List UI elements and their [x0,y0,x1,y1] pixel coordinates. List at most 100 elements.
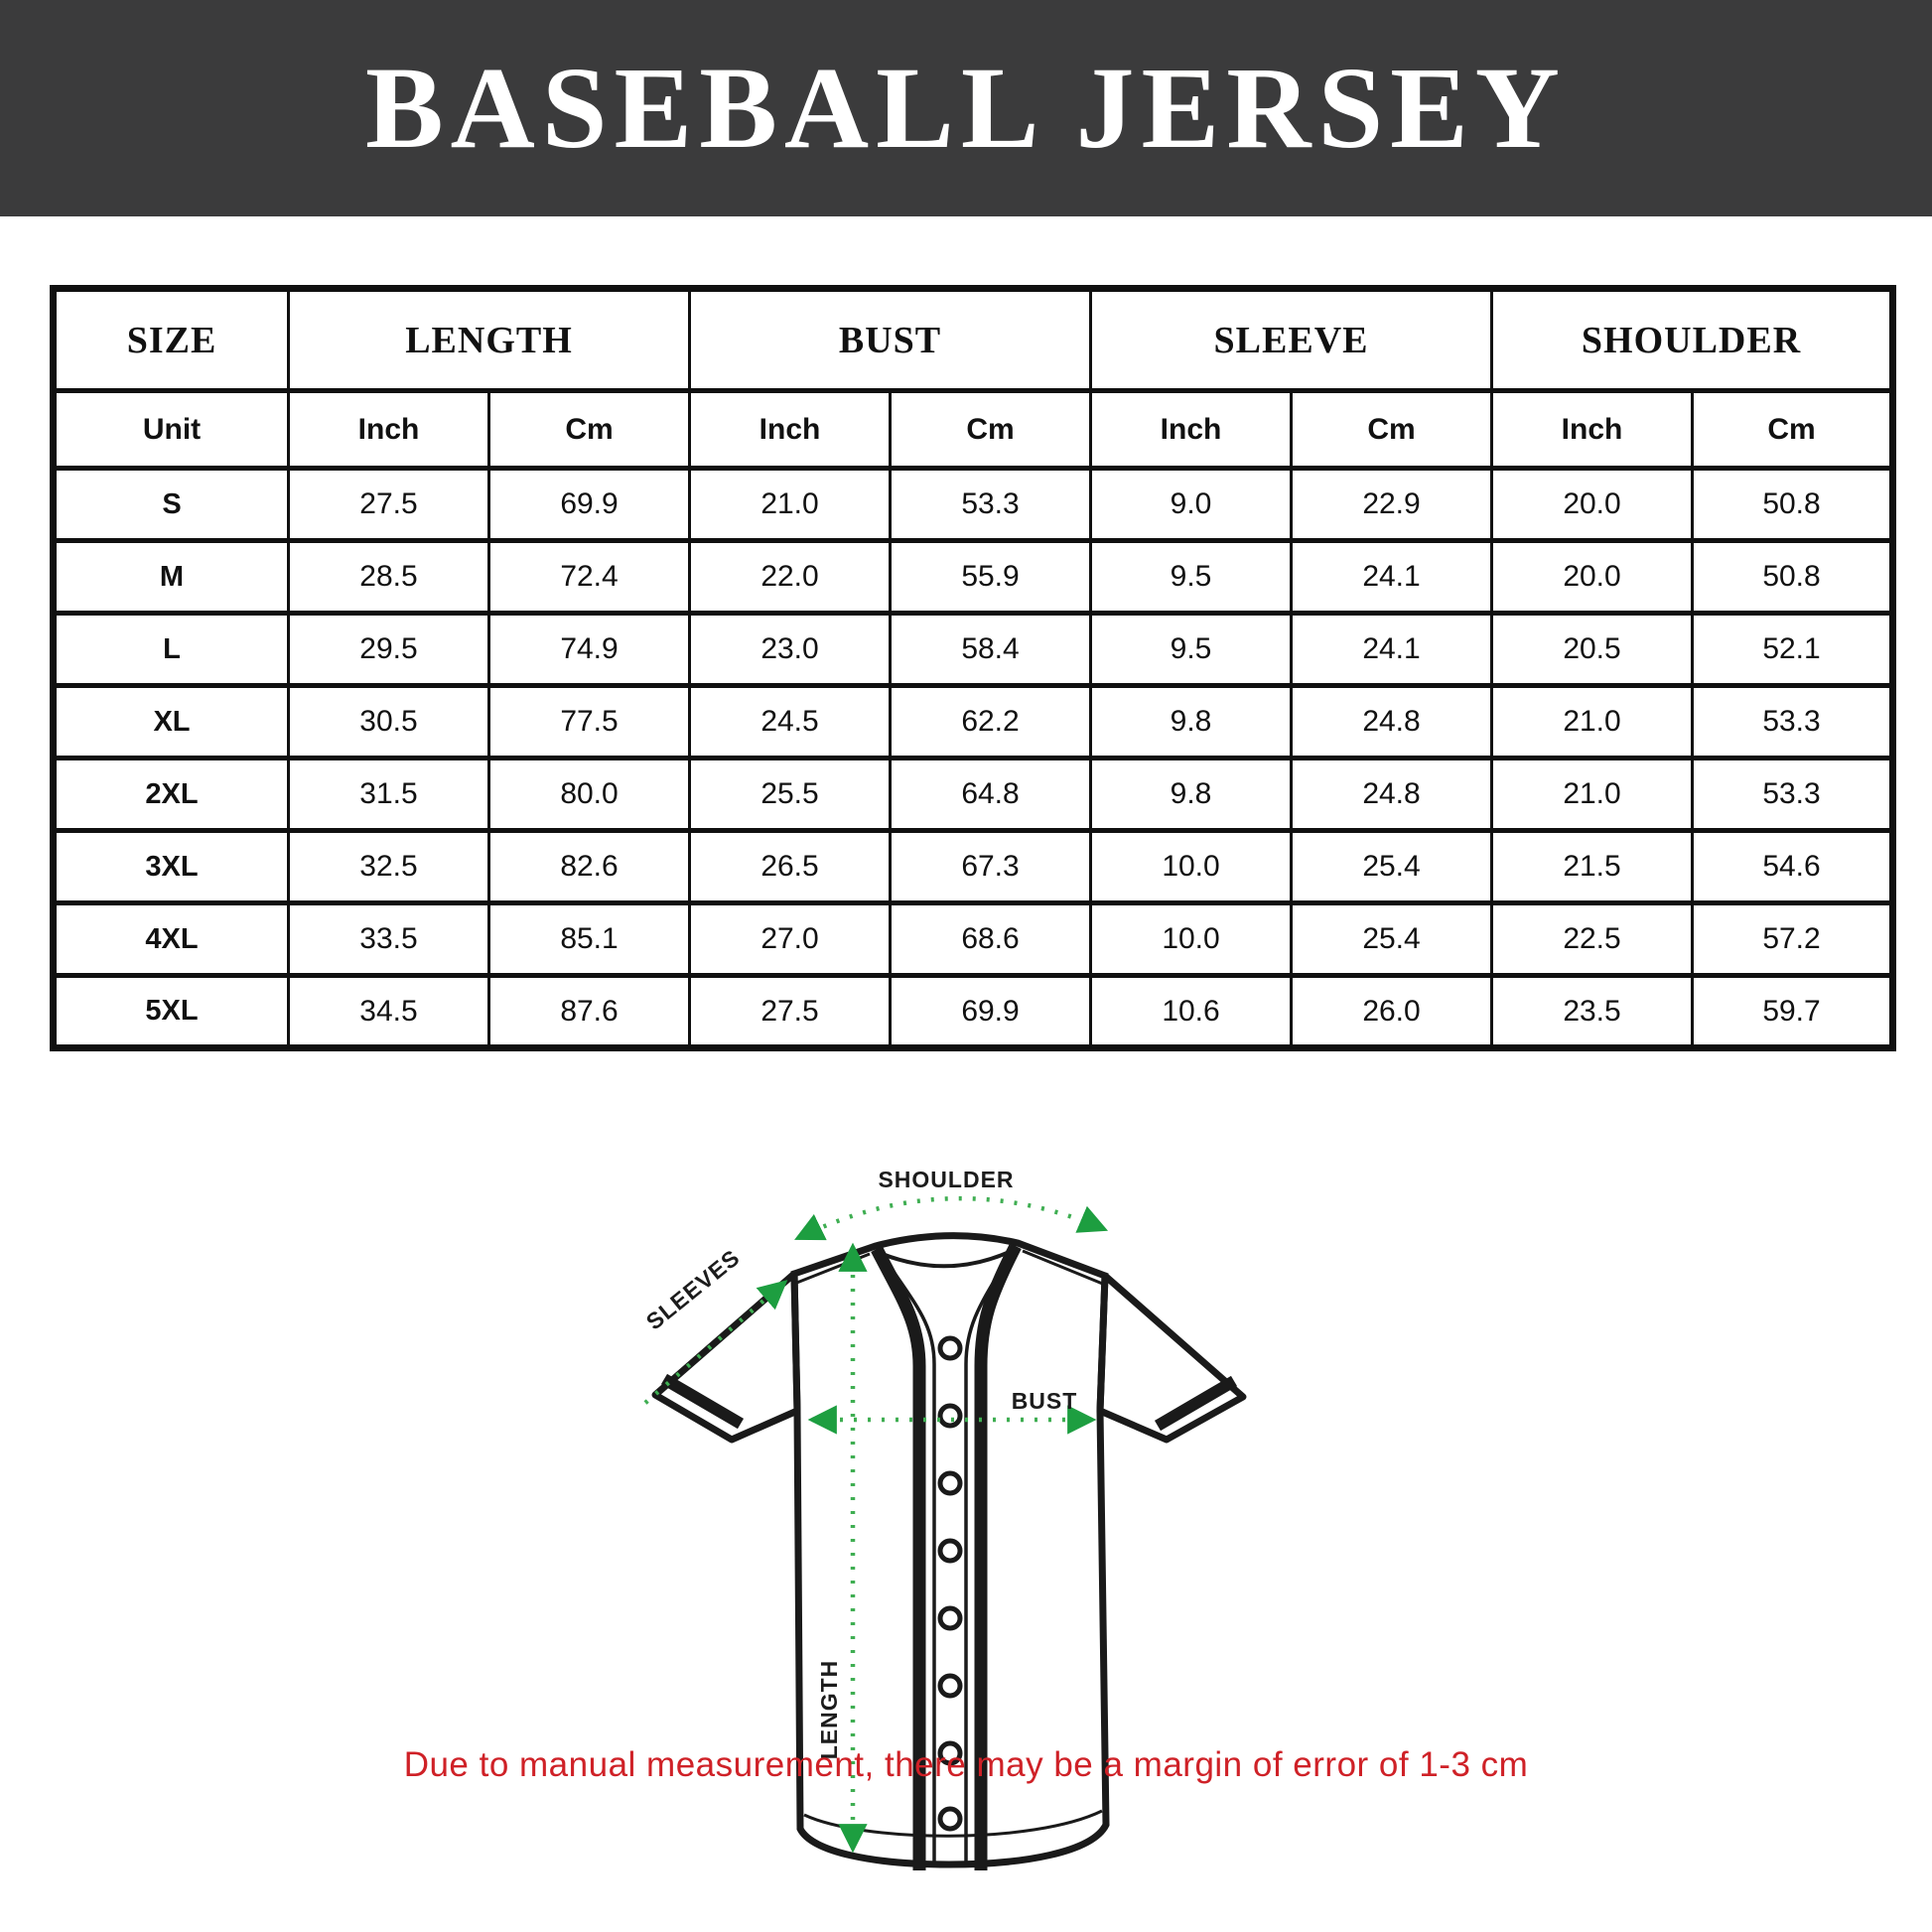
value-cell: 69.9 [889,973,1091,1048]
value-cell: 69.9 [486,466,690,541]
value-cell: 58.4 [889,611,1091,686]
size-cell: S [52,466,289,541]
value-cell: 72.4 [486,538,690,614]
value-cell: 9.8 [1089,683,1292,759]
value-cell: 27.5 [287,466,489,541]
table-row: 5XL 34.5 87.6 27.5 69.9 10.6 26.0 23.5 59.7 [52,973,1893,1048]
size-table-body: SIZE LENGTH BUST SLEEVE SHOULDER Unit In… [52,286,1893,1048]
unit-cell: Cm [1290,388,1492,469]
header-size: SIZE [52,286,289,391]
value-cell: 82.6 [486,828,690,903]
value-cell: 34.5 [287,973,489,1048]
value-cell: 27.5 [688,973,891,1048]
value-cell: 33.5 [287,900,489,976]
value-cell: 29.5 [287,611,489,686]
value-cell: 20.5 [1490,611,1693,686]
unit-cell: Unit [52,388,289,469]
unit-cell: Inch [287,388,489,469]
title-banner: BASEBALL JERSEY [0,0,1932,216]
value-cell: 20.0 [1490,466,1693,541]
table-row: S 27.5 69.9 21.0 53.3 9.0 22.9 20.0 50.8 [52,466,1893,541]
size-cell: 4XL [52,900,289,976]
value-cell: 31.5 [287,756,489,831]
unit-cell: Inch [688,388,891,469]
table-row: 2XL 31.5 80.0 25.5 64.8 9.8 24.8 21.0 53.3 [52,756,1893,831]
header-bust: BUST [688,286,1091,391]
value-cell: 32.5 [287,828,489,903]
value-cell: 22.9 [1290,466,1492,541]
value-cell: 68.6 [889,900,1091,976]
value-cell: 62.2 [889,683,1091,759]
sleeves-arrow [643,1280,788,1405]
value-cell: 21.0 [1490,756,1693,831]
value-cell: 10.6 [1089,973,1292,1048]
value-cell: 9.5 [1089,538,1292,614]
size-cell: 5XL [52,973,289,1048]
unit-cell: Inch [1089,388,1292,469]
page-title: BASEBALL JERSEY [364,43,1568,173]
value-cell: 50.8 [1691,466,1893,541]
value-cell: 53.3 [1691,683,1893,759]
value-cell: 21.0 [1490,683,1693,759]
value-cell: 54.6 [1691,828,1893,903]
value-cell: 9.5 [1089,611,1292,686]
value-cell: 59.7 [1691,973,1893,1048]
value-cell: 22.0 [688,538,891,614]
jersey-measurement-diagram: SHOULDER SLEEVES BUST LENGTH [641,1167,1247,1870]
size-cell: 3XL [52,828,289,903]
value-cell: 10.0 [1089,828,1292,903]
value-cell: 87.6 [486,973,690,1048]
table-unit-row: Unit Inch Cm Inch Cm Inch Cm Inch Cm [52,388,1893,469]
value-cell: 21.0 [688,466,891,541]
value-cell: 23.5 [1490,973,1693,1048]
table-row: 4XL 33.5 85.1 27.0 68.6 10.0 25.4 22.5 57.2 [52,900,1893,976]
value-cell: 80.0 [486,756,690,831]
value-cell: 23.0 [688,611,891,686]
value-cell: 20.0 [1490,538,1693,614]
value-cell: 26.5 [688,828,891,903]
unit-cell: Cm [486,388,690,469]
value-cell: 22.5 [1490,900,1693,976]
header-length: LENGTH [286,286,690,391]
value-cell: 24.8 [1290,683,1492,759]
value-cell: 25.4 [1290,828,1492,903]
table-row: 3XL 32.5 82.6 26.5 67.3 10.0 25.4 21.5 54.6 [52,828,1893,903]
value-cell: 52.1 [1691,611,1893,686]
value-cell: 25.4 [1290,900,1492,976]
unit-cell: Cm [889,388,1091,469]
measurement-arrows [643,1195,1109,1854]
table-header-row: SIZE LENGTH BUST SLEEVE SHOULDER [52,286,1893,391]
value-cell: 26.0 [1290,973,1492,1048]
value-cell: 64.8 [889,756,1091,831]
table-row: XL 30.5 77.5 24.5 62.2 9.8 24.8 21.0 53.3 [52,683,1893,759]
table-row: L 29.5 74.9 23.0 58.4 9.5 24.1 20.5 52.1 [52,611,1893,686]
value-cell: 30.5 [287,683,489,759]
shoulder-label: SHOULDER [878,1167,1014,1192]
left-cuff-stripe [660,1373,745,1430]
value-cell: 9.0 [1089,466,1292,541]
value-cell: 57.2 [1691,900,1893,976]
value-cell: 10.0 [1089,900,1292,976]
value-cell: 21.5 [1490,828,1693,903]
size-cell: M [52,538,289,614]
length-label: LENGTH [816,1660,842,1760]
value-cell: 53.3 [1691,756,1893,831]
size-cell: L [52,611,289,686]
value-cell: 53.3 [889,466,1091,541]
unit-cell: Cm [1691,388,1893,469]
size-table: SIZE LENGTH BUST SLEEVE SHOULDER Unit In… [50,285,1897,1051]
value-cell: 85.1 [486,900,690,976]
value-cell: 77.5 [486,683,690,759]
sleeves-label: SLEEVES [641,1244,745,1334]
bust-label: BUST [1012,1388,1078,1414]
header-sleeve: SLEEVE [1089,286,1492,391]
measurement-note: Due to manual measurement, there may be … [403,1745,1529,1784]
value-cell: 9.8 [1089,756,1292,831]
value-cell: 27.0 [688,900,891,976]
value-cell: 24.5 [688,683,891,759]
value-cell: 24.8 [1290,756,1492,831]
unit-cell: Inch [1490,388,1693,469]
value-cell: 67.3 [889,828,1091,903]
header-shoulder: SHOULDER [1490,286,1893,391]
